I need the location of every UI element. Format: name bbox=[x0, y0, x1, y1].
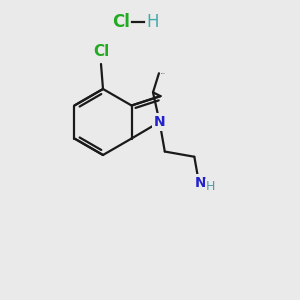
Text: methyl: methyl bbox=[161, 73, 166, 74]
Text: Cl: Cl bbox=[93, 44, 109, 59]
Text: N: N bbox=[154, 115, 165, 129]
Text: H: H bbox=[146, 13, 158, 31]
Text: N: N bbox=[195, 176, 206, 190]
Text: Cl: Cl bbox=[112, 13, 130, 31]
Text: H: H bbox=[206, 180, 215, 193]
